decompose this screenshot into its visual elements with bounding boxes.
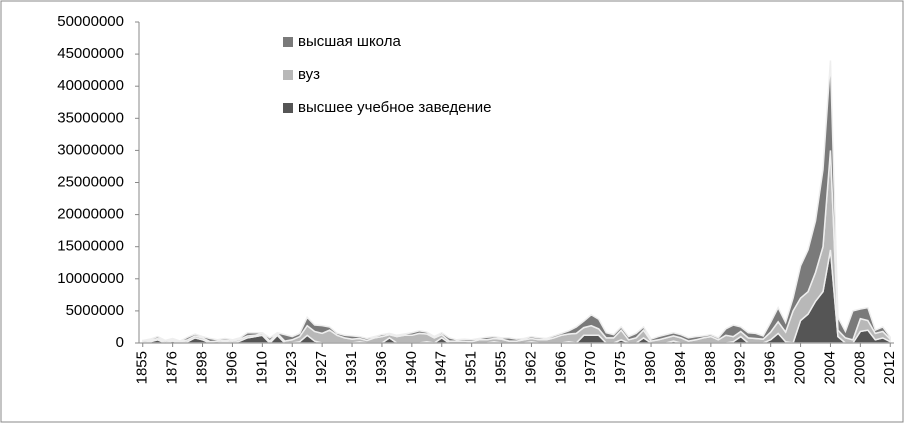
y-tick-label: 10000000	[57, 270, 124, 287]
x-tick-label: 1996	[762, 351, 779, 384]
x-tick-label: 1992	[732, 351, 749, 384]
x-tick-label: 1984	[672, 351, 689, 384]
legend-swatch	[283, 70, 293, 80]
area	[141, 60, 892, 343]
x-tick-label: 1955	[493, 351, 510, 384]
x-tick-label: 1910	[253, 351, 270, 384]
x-tick-label: 1927	[313, 351, 330, 384]
x-tick-label: 1876	[164, 351, 181, 384]
y-tick-label: 25000000	[57, 173, 124, 190]
y-tick-label: 0	[116, 334, 124, 351]
y-tick-label: 35000000	[57, 109, 124, 126]
x-tick-label: 1970	[582, 351, 599, 384]
legend-label: высшее учебное заведение	[298, 99, 491, 116]
x-tick-label: 1975	[612, 351, 629, 384]
x-tick-label: 2000	[792, 351, 809, 384]
y-tick-label: 5000000	[66, 302, 124, 319]
legend-swatch	[283, 37, 293, 47]
x-tick-label: 1906	[223, 351, 240, 384]
y-tick-label: 45000000	[57, 45, 124, 62]
x-tick-label: 1951	[463, 351, 480, 384]
y-tick-label: 40000000	[57, 77, 124, 94]
y-tick-label: 15000000	[57, 238, 124, 255]
x-tick-label: 2004	[821, 351, 838, 384]
legend-swatch	[283, 103, 293, 113]
y-tick-label: 30000000	[57, 141, 124, 158]
x-tick-label: 2012	[881, 351, 898, 384]
x-tick-label: 1988	[702, 351, 719, 384]
x-tick-label: 1980	[642, 351, 659, 384]
x-tick-label: 1923	[283, 351, 300, 384]
x-tick-label: 1931	[343, 351, 360, 384]
x-tick-label: 1936	[373, 351, 390, 384]
y-tick-label: 50000000	[57, 13, 124, 30]
x-tick-label: 1947	[433, 351, 450, 384]
x-tick-label: 1966	[552, 351, 569, 384]
x-tick-label: 1898	[194, 351, 211, 384]
x-tick-label: 1962	[522, 351, 539, 384]
x-tick-label: 2008	[851, 351, 868, 384]
x-tick-label: 1855	[134, 351, 151, 384]
legend-label: вуз	[298, 66, 320, 83]
x-tick-label: 1940	[403, 351, 420, 384]
legend-label: высшая школа	[298, 33, 401, 50]
y-tick-label: 20000000	[57, 206, 124, 223]
